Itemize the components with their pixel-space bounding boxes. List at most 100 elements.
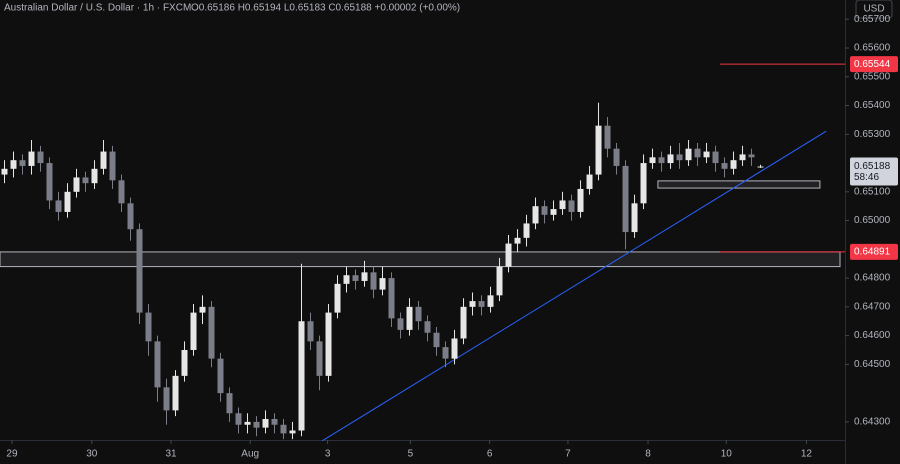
x-tick-label: 12 xyxy=(801,449,813,460)
x-tick-label: 30 xyxy=(86,449,98,460)
ohlc-label: O0.65186 H0.65194 L0.65183 C0.65188 +0.0… xyxy=(191,3,460,14)
candle-body xyxy=(46,163,53,201)
candle-body xyxy=(199,306,206,313)
candle-body xyxy=(730,160,737,169)
candle-body xyxy=(532,206,539,224)
y-tick-label: 0.65300 xyxy=(854,129,891,140)
candle-body xyxy=(613,148,620,166)
trendline xyxy=(321,130,827,442)
candle-body xyxy=(703,151,710,158)
candle-body xyxy=(406,306,413,330)
candle-body xyxy=(55,200,62,212)
candle-body xyxy=(181,349,188,376)
candle-body xyxy=(667,154,674,164)
x-tick-label: 10 xyxy=(721,449,733,460)
x-tick-label: 5 xyxy=(408,449,414,460)
candle-body xyxy=(559,200,566,210)
level-label-bg xyxy=(850,56,898,73)
y-tick-label: 0.65500 xyxy=(854,71,891,82)
level-label: 0.65544 xyxy=(854,59,891,70)
candle-body xyxy=(1,168,8,175)
candle-body xyxy=(379,278,386,290)
candle-body xyxy=(226,393,233,414)
last-price-bg xyxy=(850,157,898,186)
candle-body xyxy=(208,306,215,359)
candle-body xyxy=(541,206,548,215)
candle-body xyxy=(163,387,170,411)
currency-box[interactable] xyxy=(855,0,893,19)
candle-body xyxy=(235,413,242,425)
y-tick-label: 0.65100 xyxy=(854,186,891,197)
y-tick-label: 0.64500 xyxy=(854,359,891,370)
candle-body xyxy=(604,125,611,149)
candle-body xyxy=(640,163,647,204)
candle-body xyxy=(271,419,278,425)
candle-body xyxy=(19,160,26,166)
candle-body xyxy=(586,174,593,189)
zone xyxy=(0,251,841,268)
candle-body xyxy=(10,160,17,169)
candle-body xyxy=(127,203,134,230)
candle-body xyxy=(118,180,125,204)
candle-body xyxy=(217,358,224,394)
candle-body xyxy=(433,332,440,348)
candle-body xyxy=(721,163,728,169)
candle-body xyxy=(361,272,368,281)
candle-body xyxy=(253,421,260,428)
candle-body xyxy=(190,312,197,350)
candle-body xyxy=(757,166,764,168)
candle-body xyxy=(595,125,602,175)
x-tick-label: 31 xyxy=(165,449,177,460)
candle-body xyxy=(100,151,107,169)
candle-body xyxy=(145,312,152,342)
x-tick-label: Aug xyxy=(241,449,259,460)
x-tick-label: 8 xyxy=(645,449,651,460)
currency: USD xyxy=(863,4,884,15)
candle-body xyxy=(478,301,485,307)
candle-body xyxy=(289,430,296,434)
candle-body xyxy=(685,148,692,161)
candle-body xyxy=(424,321,431,333)
candle-body xyxy=(325,312,332,376)
candle-body xyxy=(712,151,719,164)
candle-body xyxy=(694,148,701,158)
candle-body xyxy=(505,243,512,267)
chart-title: Australian Dollar / U.S. Dollar · 1h · F… xyxy=(4,3,191,14)
candle-body xyxy=(244,421,251,425)
y-tick-label: 0.64300 xyxy=(854,417,891,428)
candle-body xyxy=(109,151,116,181)
last-price-label: 0.65188 xyxy=(854,161,891,172)
y-tick-label: 0.65000 xyxy=(854,215,891,226)
x-tick-label: 3 xyxy=(325,449,331,460)
candle-body xyxy=(469,301,476,307)
candle-body xyxy=(334,283,341,313)
candle-body xyxy=(649,157,656,164)
candle-body xyxy=(496,266,503,296)
candle-body xyxy=(739,154,746,161)
y-tick-label: 0.64800 xyxy=(854,273,891,284)
candle-body xyxy=(523,223,530,238)
candle-body xyxy=(343,275,350,284)
candle-body xyxy=(352,275,359,281)
candle-body xyxy=(514,237,521,244)
candle-body xyxy=(172,375,179,411)
x-tick-label: 6 xyxy=(487,449,493,460)
candle-body xyxy=(487,295,494,307)
candle-body xyxy=(631,203,638,233)
candle-body xyxy=(37,151,44,164)
candle-body xyxy=(460,306,467,339)
y-tick-label: 0.64600 xyxy=(854,330,891,341)
candle-body xyxy=(82,177,89,184)
candle-body xyxy=(550,209,557,215)
countdown: 58:46 xyxy=(854,172,879,183)
candle-body xyxy=(307,321,314,342)
candle-body xyxy=(397,318,404,330)
candle-body xyxy=(154,341,161,388)
candle-body xyxy=(262,419,269,428)
y-tick-label: 0.65400 xyxy=(854,100,891,111)
candle-body xyxy=(748,154,755,158)
candle-body xyxy=(658,157,665,164)
x-tick-label: 7 xyxy=(565,449,571,460)
candle-body xyxy=(451,338,458,359)
